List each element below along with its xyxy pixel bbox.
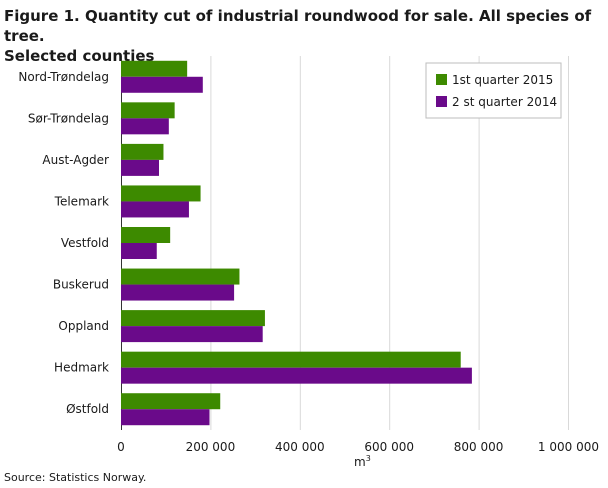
x-tick-label: 0: [117, 440, 125, 454]
category-label: Telemark: [54, 194, 109, 208]
x-axis-label: m3: [354, 454, 371, 469]
bar-series2: [121, 284, 235, 301]
category-label: Hedmark: [54, 361, 109, 375]
bar-series2: [121, 159, 159, 176]
x-tick-label: 600 000: [364, 440, 414, 454]
bar-series2: [121, 367, 472, 384]
legend-label: 1st quarter 2015: [452, 73, 553, 87]
category-label: Aust-Agder: [42, 153, 109, 167]
x-tick-label: 800 000: [454, 440, 504, 454]
legend-box: [425, 62, 562, 119]
x-tick-label: 1 000 000: [538, 440, 599, 454]
category-label: Vestfold: [61, 236, 109, 250]
source-note: Source: Statistics Norway.: [4, 471, 147, 484]
bar-series2: [121, 76, 203, 93]
bar-series1: [121, 185, 201, 202]
chart-title: Figure 1. Quantity cut of industrial rou…: [4, 6, 594, 66]
bar-series2: [121, 118, 169, 135]
legend-swatch: [436, 96, 447, 107]
bar-series1: [121, 268, 240, 285]
x-tick-labels: 0 200 000 400 000 600 000 800 000 1 000 000: [117, 440, 599, 454]
bar-series1: [121, 310, 265, 327]
category-labels: Nord-Trøndelag Sør-Trøndelag Aust-Agder Tel…: [18, 70, 109, 416]
x-axis-unit: m: [354, 455, 366, 469]
category-label: Sør-Trøndelag: [28, 111, 109, 125]
bars: [121, 60, 472, 426]
chart-title-line-2: Selected counties: [4, 47, 155, 65]
bar-series2: [121, 243, 157, 259]
bar-series1: [121, 227, 171, 243]
chart-title-line-1: Figure 1. Quantity cut of industrial rou…: [4, 7, 592, 45]
category-label: Østfold: [66, 402, 109, 416]
category-label: Buskerud: [53, 278, 109, 292]
category-label: Oppland: [58, 319, 109, 333]
bar-series1: [121, 351, 461, 368]
bar-series2: [121, 409, 210, 426]
legend-label: 2 st quarter 2014: [452, 95, 557, 109]
bar-series2: [121, 326, 263, 343]
x-tick-label: 400 000: [275, 440, 325, 454]
bar-series1: [121, 60, 188, 77]
bar-series1: [121, 143, 164, 160]
category-label: Nord-Trøndelag: [18, 70, 109, 84]
bar-series1: [121, 102, 175, 119]
legend: 1st quarter 2015 2 st quarter 2014: [425, 62, 562, 119]
x-tick-label: 200 000: [186, 440, 236, 454]
bar-series2: [121, 201, 189, 218]
bar-series1: [121, 393, 221, 410]
legend-swatch: [436, 74, 447, 85]
x-axis-unit-exponent: 3: [365, 454, 371, 463]
